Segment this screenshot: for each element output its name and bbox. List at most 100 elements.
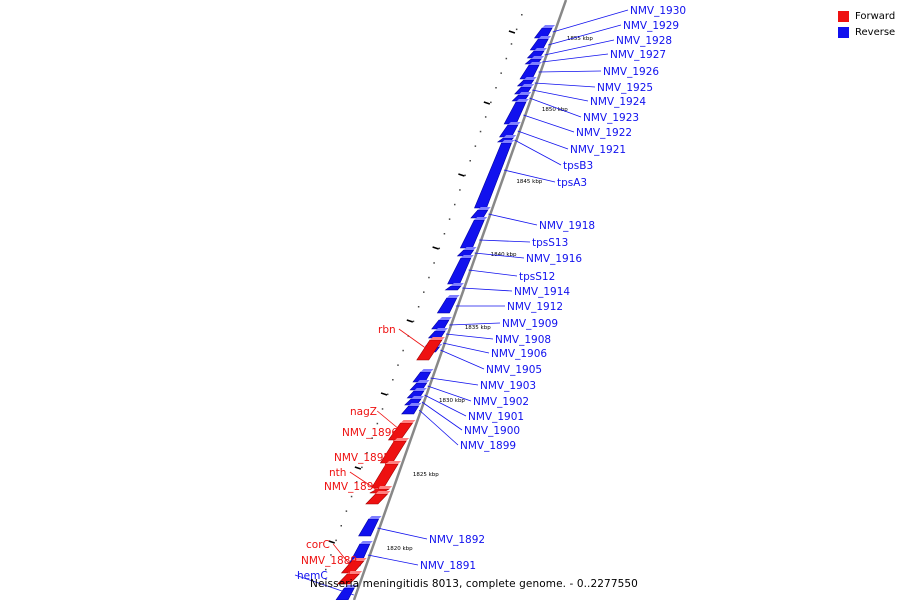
gene-label[interactable]: NMV_1927 xyxy=(610,49,666,61)
gene-label[interactable]: NMV_1922 xyxy=(576,127,632,139)
gene-label[interactable]: rbn xyxy=(378,324,396,336)
gene-label[interactable]: tpsB3 xyxy=(563,160,593,172)
gene-label[interactable]: NMV_1918 xyxy=(539,220,595,232)
gene-label[interactable]: NMV_1921 xyxy=(570,144,626,156)
gene-feature-NMV_1896[interactable] xyxy=(379,438,410,464)
gene-label[interactable]: NMV_1901 xyxy=(468,411,524,423)
scale-dot xyxy=(515,28,518,31)
gene-label[interactable]: NMV_1926 xyxy=(603,66,659,78)
gene-label[interactable]: NMV_1896 xyxy=(342,427,398,439)
gene-face xyxy=(420,369,434,372)
label-layer: NMV_1930 NMV_1929 NMV_1928 NMV_1927 NMV_1926… xyxy=(294,5,686,596)
scale-dots xyxy=(319,14,523,585)
gene-feature-NMV_1908[interactable] xyxy=(427,328,449,339)
gene-leader xyxy=(503,169,556,183)
gene-feature-NMV_1903[interactable] xyxy=(412,369,434,383)
gene-feature-tpsA3[interactable] xyxy=(474,140,515,209)
gene-label[interactable]: NMV_1902 xyxy=(473,396,529,408)
gene-feature-hemC[interactable] xyxy=(335,585,358,600)
gene-label[interactable]: NMV_1912 xyxy=(507,301,563,313)
gene-feature-NMV_1909[interactable] xyxy=(431,317,452,330)
gene-label[interactable]: tpsA3 xyxy=(557,177,587,189)
gene-feature-corC[interactable] xyxy=(340,558,367,574)
gene-label[interactable]: NMV_1924 xyxy=(590,96,646,108)
gene-body xyxy=(474,142,512,209)
scale-dot xyxy=(490,101,492,104)
gene-label[interactable]: NMV_1909 xyxy=(502,318,558,330)
gene-leader xyxy=(427,385,472,402)
forward-swatch xyxy=(838,10,849,22)
legend-item-reverse: Reverse xyxy=(838,24,895,40)
gene-face xyxy=(515,99,529,102)
gene-feature-NMV_1926[interactable] xyxy=(519,62,543,80)
gene-label[interactable]: NMV_1892 xyxy=(429,534,485,546)
gene-body xyxy=(436,297,458,314)
gene-label[interactable]: NMV_1900 xyxy=(464,425,520,437)
gene-label[interactable]: NMV_1928 xyxy=(616,35,672,47)
gene-feature-NMV_1899[interactable] xyxy=(401,403,422,415)
gene-label[interactable]: corC xyxy=(306,539,330,551)
gene-feature-NMV_1892[interactable] xyxy=(358,516,382,537)
gene-feature-tpsS12[interactable] xyxy=(447,255,474,285)
gene-feature-NMV_1929[interactable] xyxy=(529,36,552,51)
gene-feature-NMV_1921[interactable] xyxy=(499,122,521,138)
gene-feature-NMV_1916[interactable] xyxy=(456,247,477,257)
gene-face xyxy=(394,438,410,441)
gene-body xyxy=(431,319,450,330)
scale-dot xyxy=(361,466,363,469)
gene-label[interactable]: NMV_1923 xyxy=(583,112,639,124)
gene-label[interactable]: NMV_1895 xyxy=(334,452,390,464)
gene-face xyxy=(416,380,430,383)
gene-feature-NMV_1918[interactable] xyxy=(470,207,491,219)
gene-feature-NMV_1922[interactable] xyxy=(503,99,529,125)
scale-dot xyxy=(412,320,415,323)
gene-face xyxy=(533,48,547,51)
gene-body xyxy=(470,209,489,219)
gene-label[interactable]: NMV_1891 xyxy=(420,560,476,572)
gene-face xyxy=(542,25,556,28)
gene-leader xyxy=(479,239,531,243)
gene-feature-NMV_1893[interactable] xyxy=(365,491,391,505)
gene-label[interactable]: tpsS12 xyxy=(519,271,555,283)
scale-dot xyxy=(438,247,441,250)
gene-label[interactable]: nth xyxy=(329,467,346,479)
gene-label[interactable]: NMV_1914 xyxy=(514,286,570,298)
gene-layer xyxy=(335,25,556,600)
gene-label[interactable]: hemC xyxy=(297,570,328,582)
gene-label[interactable]: NMV_1899 xyxy=(460,440,516,452)
gene-label[interactable]: NMV_1903 xyxy=(480,380,536,392)
gene-label[interactable]: tpsS13 xyxy=(532,237,568,249)
gene-label[interactable]: NMV_1906 xyxy=(491,348,547,360)
gene-face xyxy=(368,516,382,519)
gene-label[interactable]: nagZ xyxy=(350,406,377,418)
gene-leader xyxy=(442,342,490,354)
gene-label[interactable]: NMV_1908 xyxy=(495,334,551,346)
gene-label[interactable]: NMV_1929 xyxy=(623,20,679,32)
scale-dot xyxy=(335,539,337,542)
gene-feature-rbn[interactable] xyxy=(416,337,445,361)
gene-label[interactable]: NMV_1930 xyxy=(630,5,686,17)
gene-label[interactable]: NMV_1916 xyxy=(526,253,582,265)
gene-leader xyxy=(552,9,629,33)
tick-label: 1855 kbp xyxy=(567,36,593,42)
gene-label[interactable]: NMV_1889 xyxy=(301,555,357,567)
tick-mark xyxy=(483,101,491,105)
gene-leader xyxy=(544,39,615,56)
gene-feature-tpsS13[interactable] xyxy=(459,217,488,249)
gene-feature-NMV_1930[interactable] xyxy=(533,25,556,39)
gene-label[interactable]: NMV_1925 xyxy=(597,82,653,94)
gene-body xyxy=(365,493,389,505)
gene-label[interactable]: NMV_1905 xyxy=(486,364,542,376)
legend-label-forward: Forward xyxy=(855,10,896,22)
gene-feature-NMV_1895[interactable] xyxy=(371,461,402,489)
gene-feature-nagZ[interactable] xyxy=(387,420,416,441)
tick-label: 1835 kbp xyxy=(465,325,491,331)
gene-feature-NMV_1889[interactable] xyxy=(336,571,363,585)
gene-label[interactable]: NMV_1893 xyxy=(324,481,380,493)
gene-feature-NMV_1914[interactable] xyxy=(444,283,464,291)
scale-dot xyxy=(417,306,420,308)
gene-feature-NMV_1912[interactable] xyxy=(436,295,460,314)
gene-leader xyxy=(418,409,459,446)
scale-dot xyxy=(474,145,477,147)
